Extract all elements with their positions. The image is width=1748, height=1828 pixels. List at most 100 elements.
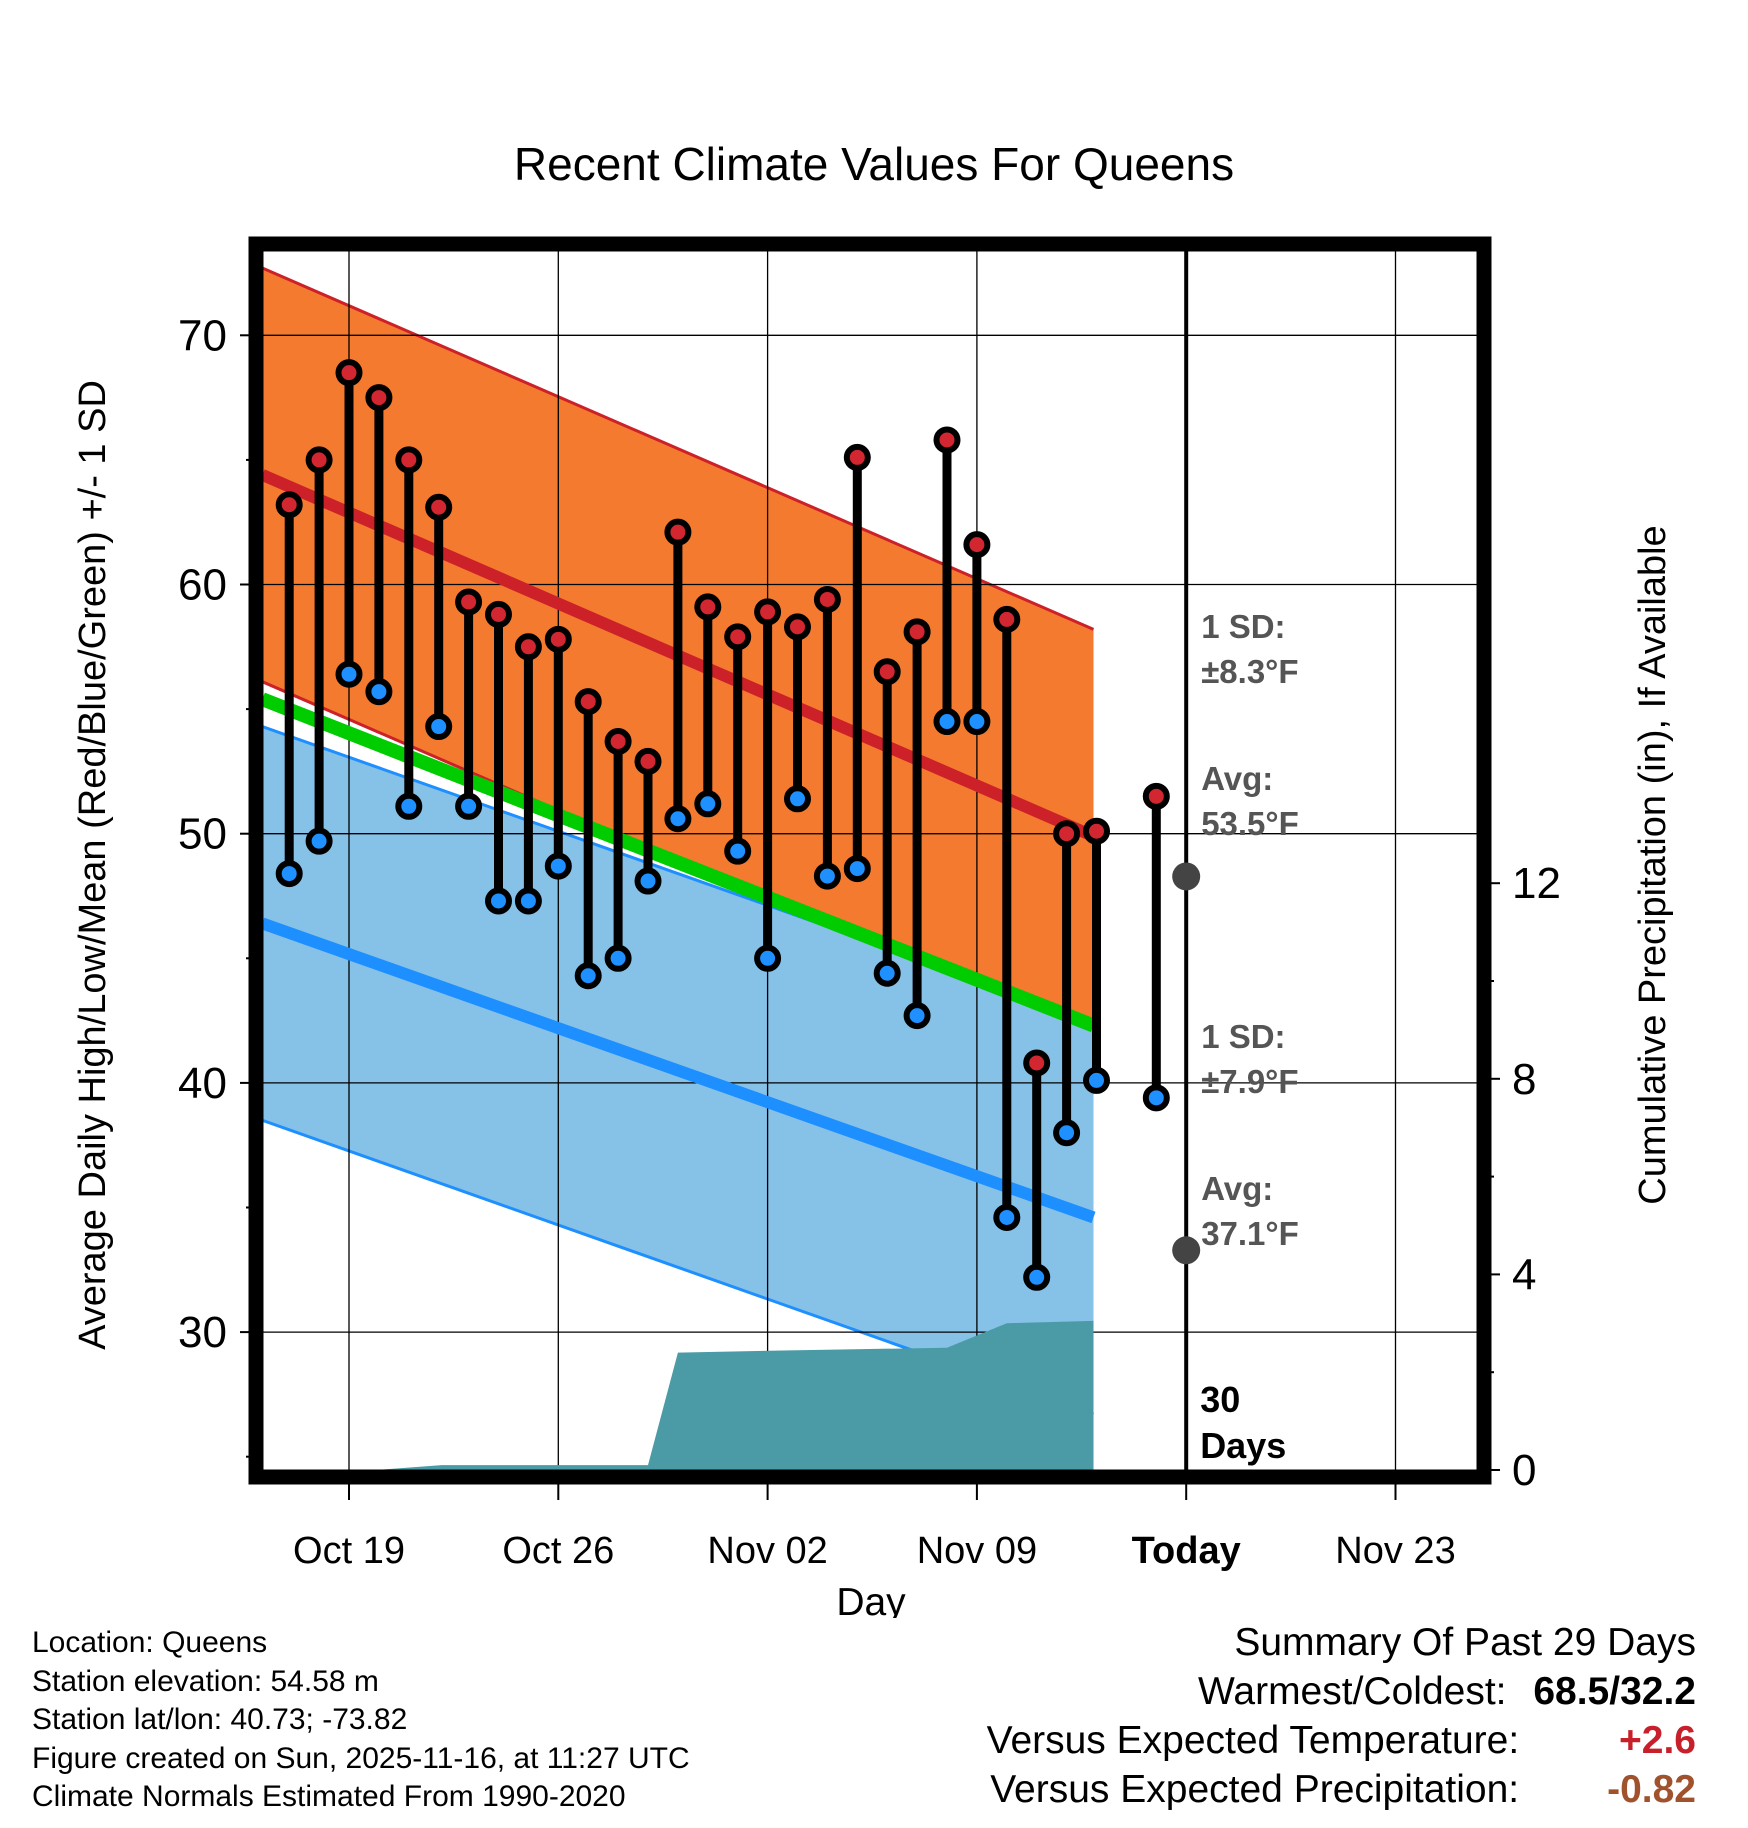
- obs-low-point-14: [694, 790, 722, 818]
- obs-high-point-8: [514, 633, 542, 661]
- x-axis-label: Day: [836, 1581, 906, 1618]
- obs-low-point-6: [455, 792, 483, 820]
- obs-low-point-10: [574, 962, 602, 990]
- y2-tick-label-2: 4: [1512, 1250, 1536, 1299]
- obs-high-point-27: [1083, 817, 1110, 845]
- y-tick-label-0: 70: [178, 311, 227, 360]
- low-normal-line: [262, 917, 1096, 1224]
- obs-high-point-9: [544, 625, 572, 653]
- obs-low-point-7: [485, 887, 512, 915]
- precip-area: [262, 1320, 1157, 1470]
- precip-days-number: 30: [1200, 1379, 1240, 1420]
- high-avg-label: Avg:: [1201, 760, 1273, 797]
- x-tick-label-2: Nov 02: [707, 1530, 827, 1572]
- obs-high-point-1: [305, 446, 333, 474]
- obs-low-point-27: [1083, 1066, 1110, 1094]
- obs-high-point-21: [903, 618, 931, 646]
- obs-low-point-5: [425, 713, 453, 741]
- precip-days-label: Days: [1200, 1425, 1286, 1466]
- warmest-label: Warmest/Coldest:: [1198, 1670, 1507, 1713]
- obs-high-point-14: [694, 593, 722, 621]
- obs-low-point-24: [993, 1203, 1021, 1231]
- obs-low-point-9: [544, 852, 572, 880]
- obs-high-point-15: [724, 623, 752, 651]
- station-info: Location: Queens Station elevation: 54.5…: [32, 1624, 690, 1817]
- obs-low-point-4: [395, 792, 423, 820]
- prcp-departure-label: Versus Expected Precipitation:: [990, 1768, 1520, 1811]
- x-tick-label-4: Today: [1132, 1530, 1241, 1572]
- normals-text: Climate Normals Estimated From 1990-2020: [32, 1780, 626, 1813]
- obs-low-point-1: [305, 827, 333, 855]
- obs-high-point-20: [873, 658, 901, 686]
- elevation-text: Station elevation: 54.58 m: [32, 1664, 379, 1698]
- obs-high-point-11: [604, 727, 632, 755]
- y2-axis-label: Cumulative Precipitation (in), If Availa…: [1632, 525, 1674, 1204]
- high-sd-label: 1 SD:: [1201, 608, 1285, 645]
- prcp-departure-value: -0.82: [1607, 1768, 1696, 1811]
- obs-low-point-18: [813, 862, 841, 890]
- obs-high-point-13: [664, 518, 692, 546]
- x-tick-label-0: Oct 19: [293, 1530, 405, 1572]
- obs-low-point-0: [275, 860, 303, 888]
- summary-prcp-row: Versus Expected Precipitation: -0.82: [987, 1765, 1696, 1814]
- obs-low-point-28: [1142, 1084, 1170, 1112]
- y-tick-label-4: 30: [178, 1308, 227, 1357]
- obs-high-point-10: [574, 688, 602, 716]
- mean-normal-line: [262, 692, 1097, 1033]
- obs-low-point-2: [335, 660, 363, 688]
- created-text: Figure created on Sun, 2025-11-16, at 11…: [32, 1741, 690, 1775]
- obs-high-point-7: [485, 600, 512, 628]
- today-high-avg-marker: [1172, 862, 1201, 891]
- obs-high-point-4: [395, 446, 423, 474]
- y2-tick-label-0: 12: [1512, 859, 1561, 908]
- y2-tick-label-3: 0: [1512, 1446, 1536, 1495]
- obs-low-point-12: [634, 867, 662, 895]
- obs-high-point-17: [784, 613, 811, 641]
- plot-frame: [248, 236, 1492, 1485]
- temp-departure-value: +2.6: [1619, 1719, 1696, 1762]
- obs-high-point-22: [933, 426, 961, 454]
- obs-low-point-17: [784, 785, 811, 813]
- obs-low-point-13: [664, 805, 692, 833]
- obs-low-point-8: [514, 887, 542, 915]
- obs-high-point-19: [843, 443, 871, 471]
- high-avg-value: 53.5°F: [1201, 805, 1299, 842]
- summary-title: Summary Of Past 29 Days: [1234, 1621, 1696, 1664]
- chart-title: Recent Climate Values For Queens: [514, 138, 1234, 190]
- high-sd-value: ±8.3°F: [1201, 653, 1298, 690]
- obs-high-point-6: [455, 588, 483, 616]
- obs-high-point-18: [813, 585, 841, 613]
- y-tick-label-2: 50: [178, 810, 227, 859]
- y-tick-label-3: 40: [178, 1059, 227, 1108]
- obs-low-point-23: [963, 708, 991, 736]
- obs-low-point-16: [754, 944, 782, 972]
- climate-chart: Recent Climate Values For Queens 1 SD: ±8…: [72, 138, 1674, 1618]
- obs-low-point-25: [1023, 1263, 1051, 1291]
- location-text: Location: Queens: [32, 1626, 268, 1659]
- obs-low-point-19: [843, 855, 871, 883]
- low-sd-label: 1 SD:: [1201, 1018, 1285, 1055]
- obs-high-point-23: [963, 531, 991, 559]
- obs-low-point-26: [1053, 1119, 1081, 1147]
- x-tick-label-1: Oct 26: [502, 1530, 614, 1572]
- today-low-avg-marker: [1172, 1236, 1201, 1265]
- x-tick-label-3: Nov 09: [917, 1530, 1037, 1572]
- obs-high-point-0: [275, 491, 303, 519]
- obs-low-point-20: [873, 959, 901, 987]
- obs-low-point-21: [903, 1002, 931, 1030]
- summary-warmest-row: Warmest/Coldest: 68.5/32.2: [987, 1667, 1696, 1716]
- latlon-text: Station lat/lon: 40.73; -73.82: [32, 1703, 408, 1736]
- low-sd-value: ±7.9°F: [1201, 1063, 1298, 1100]
- y-axis-label: Average Daily High/Low/Mean (Red/Blue/Gr…: [72, 380, 114, 1350]
- obs-high-point-24: [993, 605, 1021, 633]
- obs-high-point-2: [335, 359, 363, 387]
- obs-high-point-3: [365, 384, 393, 412]
- temp-departure-label: Versus Expected Temperature:: [986, 1719, 1520, 1762]
- y2-tick-label-1: 8: [1512, 1055, 1536, 1104]
- obs-high-point-25: [1023, 1049, 1051, 1077]
- obs-low-point-15: [724, 837, 752, 865]
- low-avg-value: 37.1°F: [1201, 1215, 1299, 1252]
- obs-high-point-26: [1053, 820, 1081, 848]
- obs-high-point-12: [634, 747, 662, 775]
- y-tick-label-1: 60: [178, 561, 227, 610]
